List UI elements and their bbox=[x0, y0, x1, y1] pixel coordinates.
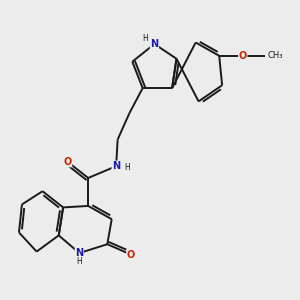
Text: O: O bbox=[127, 250, 135, 260]
Text: N: N bbox=[75, 248, 83, 258]
Text: H: H bbox=[124, 163, 130, 172]
Text: N: N bbox=[150, 39, 158, 49]
Text: O: O bbox=[238, 51, 247, 61]
Text: CH₃: CH₃ bbox=[268, 51, 283, 60]
Text: N: N bbox=[112, 161, 120, 171]
Text: O: O bbox=[63, 157, 72, 167]
Text: H: H bbox=[143, 34, 148, 43]
Text: H: H bbox=[76, 257, 82, 266]
